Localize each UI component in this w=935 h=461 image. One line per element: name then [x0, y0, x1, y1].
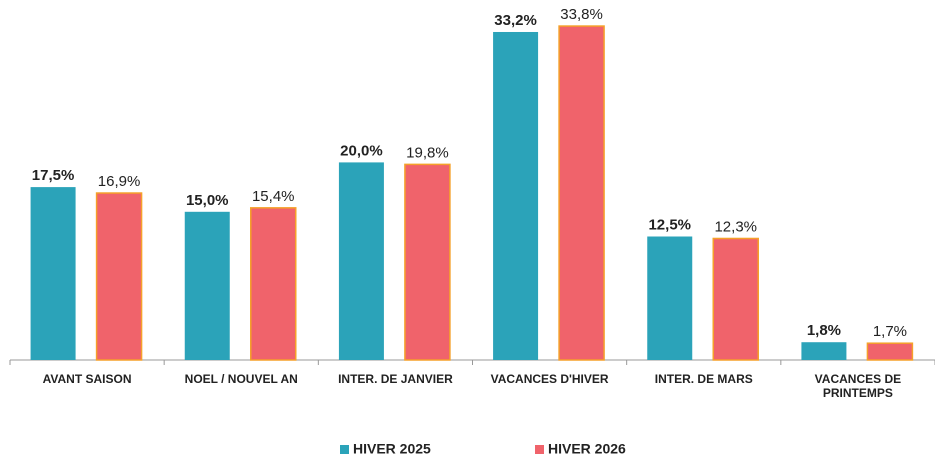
bar — [338, 162, 384, 360]
bar — [712, 237, 759, 361]
x-tick-label: INTER. DE MARS — [654, 372, 753, 386]
bar — [250, 207, 297, 361]
x-tick-label: NOEL / NOUVEL AN — [184, 372, 298, 386]
legend-swatch — [535, 445, 544, 454]
bar — [404, 163, 451, 361]
legend-label: HIVER 2026 — [548, 441, 626, 457]
x-tick-label: VACANCES D'HIVER — [490, 372, 609, 386]
value-label: 15,4% — [252, 188, 295, 205]
value-label: 33,2% — [494, 12, 537, 29]
value-label: 15,0% — [186, 192, 229, 209]
value-label: 20,0% — [340, 142, 383, 159]
bar — [493, 31, 539, 360]
bar — [95, 192, 143, 361]
legend-swatch — [340, 445, 349, 454]
x-tick-label: AVANT SAISON — [42, 372, 132, 386]
value-label: 17,5% — [32, 167, 75, 184]
x-tick-label: VACANCES DE PRINTEMPS — [814, 372, 902, 400]
value-label: 1,8% — [807, 322, 841, 339]
bar — [184, 211, 230, 360]
value-label: 33,8% — [560, 6, 603, 23]
bar — [801, 342, 847, 360]
value-label: 1,7% — [873, 323, 907, 340]
value-label: 19,8% — [406, 144, 449, 161]
value-label: 12,3% — [714, 218, 757, 235]
bar — [647, 236, 693, 360]
value-label: 16,9% — [98, 173, 141, 190]
bar — [30, 187, 76, 360]
x-tick-label: INTER. DE JANVIER — [338, 372, 453, 386]
bar — [558, 25, 605, 361]
value-label: 12,5% — [648, 216, 691, 233]
legend-label: HIVER 2025 — [353, 441, 431, 457]
bar — [866, 342, 914, 361]
